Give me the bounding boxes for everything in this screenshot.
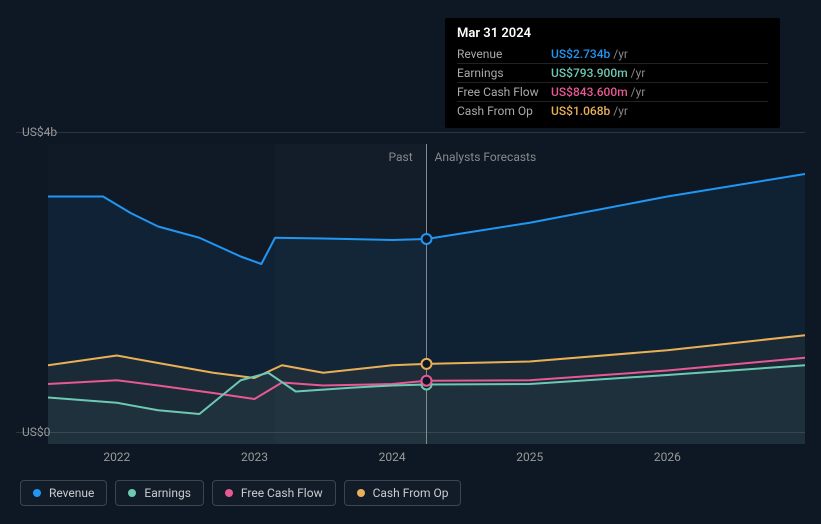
legend-item-cash_from_op[interactable]: Cash From Op	[344, 480, 462, 506]
chart-legend: Revenue Earnings Free Cash Flow Cash From O…	[20, 480, 461, 506]
legend-label: Cash From Op	[373, 486, 449, 500]
past-section-label: Past	[389, 150, 413, 164]
tooltip-row-free_cash_flow: Free Cash FlowUS$843.600m/yr	[457, 82, 768, 101]
tooltip-value: US$793.900m	[551, 64, 628, 82]
financials-chart: Mar 31 2024 RevenueUS$2.734b/yrEarningsU…	[0, 0, 821, 524]
tooltip-row-earnings: EarningsUS$793.900m/yr	[457, 63, 768, 82]
legend-item-earnings[interactable]: Earnings	[115, 480, 204, 506]
tooltip-value: US$1.068b	[551, 102, 610, 120]
tooltip-value: US$2.734b	[551, 45, 610, 63]
legend-swatch-icon	[225, 489, 233, 497]
legend-swatch-icon	[357, 489, 365, 497]
tooltip-label: Revenue	[457, 45, 551, 63]
forecast-section-label: Analysts Forecasts	[435, 150, 537, 164]
plot-area[interactable]: Past Analysts Forecasts	[48, 144, 805, 444]
legend-swatch-icon	[33, 489, 41, 497]
legend-item-free_cash_flow[interactable]: Free Cash Flow	[212, 480, 336, 506]
tooltip-label: Cash From Op	[457, 102, 551, 120]
tooltip-row-cash_from_op: Cash From OpUS$1.068b/yr	[457, 101, 768, 120]
tooltip-label: Earnings	[457, 64, 551, 82]
hover-tooltip: Mar 31 2024 RevenueUS$2.734b/yrEarningsU…	[445, 18, 780, 128]
tooltip-unit: /yr	[613, 45, 628, 63]
legend-item-revenue[interactable]: Revenue	[20, 480, 107, 506]
x-axis-tick: 2025	[516, 450, 543, 464]
tooltip-label: Free Cash Flow	[457, 83, 551, 101]
legend-label: Earnings	[144, 486, 191, 500]
tooltip-unit: /yr	[631, 64, 646, 82]
gridline	[16, 132, 805, 133]
tooltip-unit: /yr	[613, 102, 628, 120]
legend-swatch-icon	[128, 489, 136, 497]
hover-marker-free_cash_flow	[422, 376, 432, 386]
hover-marker-cash_from_op	[422, 359, 432, 369]
tooltip-row-revenue: RevenueUS$2.734b/yr	[457, 45, 768, 63]
y-axis-tick: US$0	[22, 425, 50, 439]
x-axis-labels: 2022 2023 2024 2025 2026	[48, 450, 805, 466]
x-axis-tick: 2024	[379, 450, 406, 464]
tooltip-unit: /yr	[631, 83, 646, 101]
hover-marker-revenue	[422, 234, 432, 244]
legend-label: Revenue	[49, 486, 94, 500]
tooltip-date: Mar 31 2024	[457, 26, 768, 41]
x-axis-tick: 2023	[241, 450, 268, 464]
x-axis-tick: 2026	[654, 450, 681, 464]
x-axis-tick: 2022	[103, 450, 130, 464]
tooltip-value: US$843.600m	[551, 83, 628, 101]
y-axis-tick: US$4b	[22, 125, 57, 139]
legend-label: Free Cash Flow	[241, 486, 323, 500]
